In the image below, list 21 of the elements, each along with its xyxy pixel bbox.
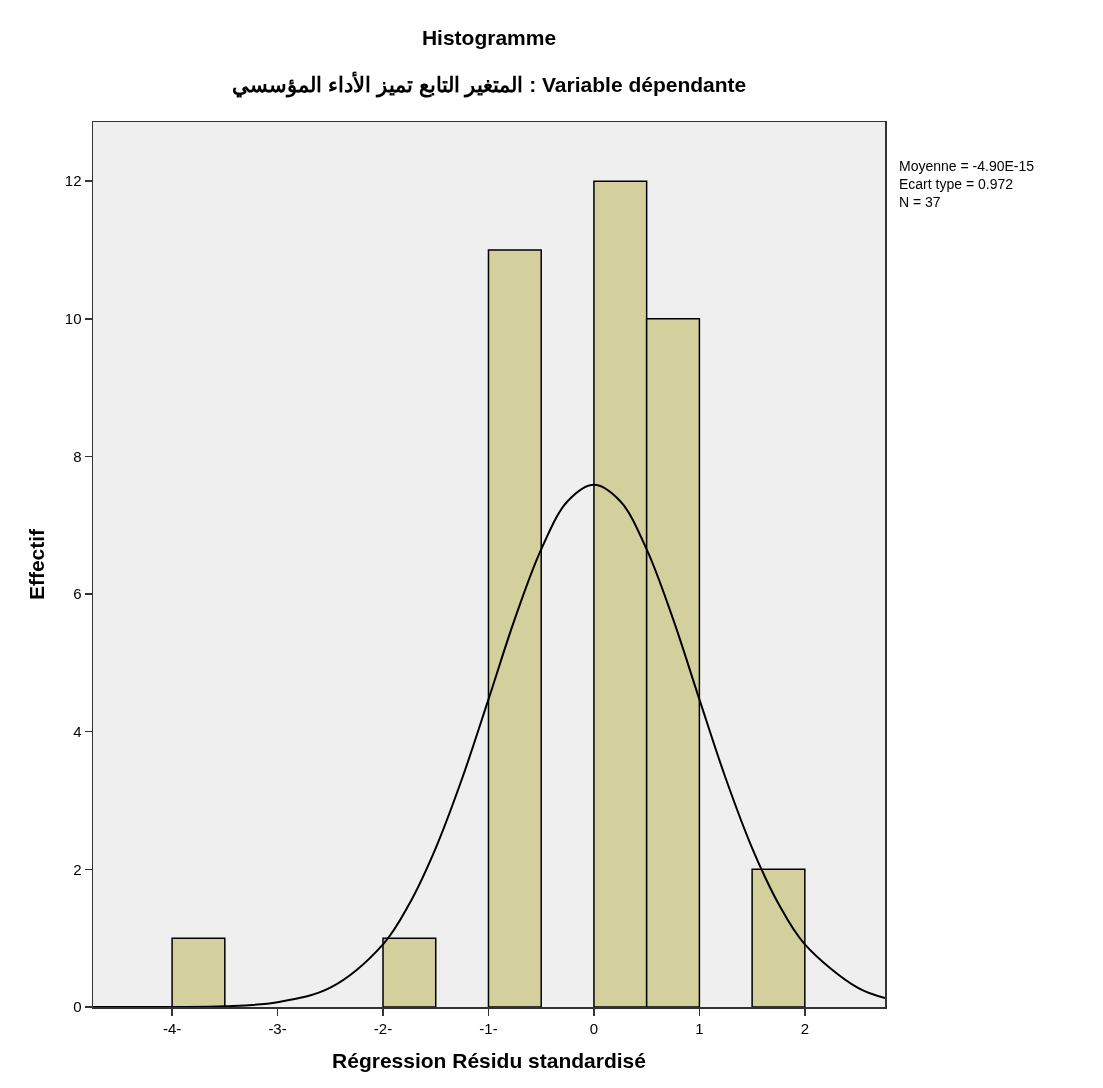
- x-tick-label: -1-: [479, 1019, 498, 1037]
- text: N = 37: [899, 194, 941, 211]
- text: Ecart type = 0.972: [899, 176, 1014, 193]
- x-tick-label: 0: [589, 1019, 599, 1037]
- x-tick-label: -2-: [373, 1019, 393, 1037]
- x-tick-label: 1: [695, 1019, 704, 1037]
- x-tick-label: 2: [800, 1019, 810, 1037]
- y-tick-label: 10: [64, 310, 82, 328]
- y-tick-label: 2: [73, 860, 82, 878]
- x-axis-title: Régression Résidu standardisé: [332, 1049, 646, 1073]
- y-axis-title: Effectif: [25, 527, 49, 601]
- y-tick-label: 12: [64, 172, 82, 190]
- x-tick-label: -4-: [162, 1019, 182, 1037]
- y-tick-label: 0: [73, 998, 82, 1016]
- text: Moyenne = -4.90E-15: [899, 158, 1035, 174]
- y-tick-label: 6: [73, 585, 82, 603]
- y-tick-label: 8: [73, 447, 82, 465]
- chart-subtitle: المتغير التابع تميز الأداء المؤسسي : Variable dépendante: [232, 71, 747, 98]
- chart-title: Histogramme: [421, 25, 557, 49]
- y-tick-label: 4: [73, 722, 82, 740]
- x-tick-label: -3-: [268, 1019, 287, 1037]
